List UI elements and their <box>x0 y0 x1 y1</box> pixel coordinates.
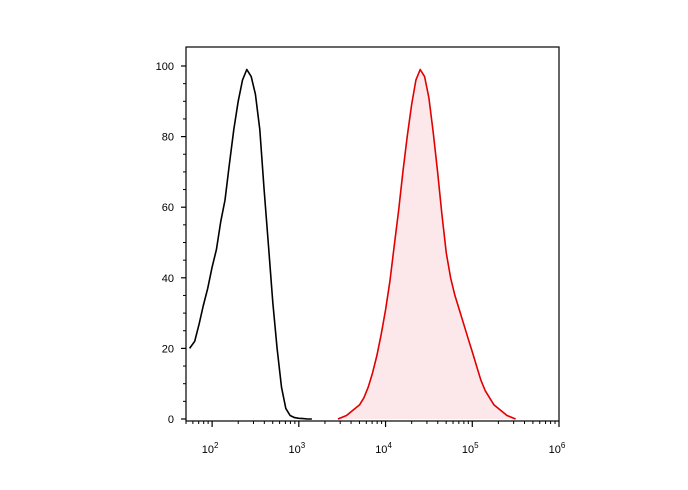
x-tick-label: 104 <box>375 441 392 456</box>
y-tick-label: 20 <box>162 343 174 355</box>
series-0-line <box>188 68 312 420</box>
axis-layer: 0 20 40 60 80 100 102 103 104 105 106 <box>156 61 566 456</box>
y-tick-label: 60 <box>162 202 174 214</box>
plot-frame <box>185 46 560 422</box>
y-tick-label: 80 <box>162 132 174 144</box>
y-tick-label: 100 <box>156 61 174 73</box>
series-1-area <box>337 69 516 419</box>
x-tick-label: 103 <box>288 441 305 456</box>
series-layer <box>188 68 516 420</box>
y-tick-label: 0 <box>168 414 174 426</box>
x-tick-label: 102 <box>202 441 219 456</box>
y-tick-label: 40 <box>162 273 174 285</box>
x-tick-label: 105 <box>462 441 479 456</box>
x-tick-label: 106 <box>549 441 566 456</box>
series-1-line <box>337 68 516 420</box>
